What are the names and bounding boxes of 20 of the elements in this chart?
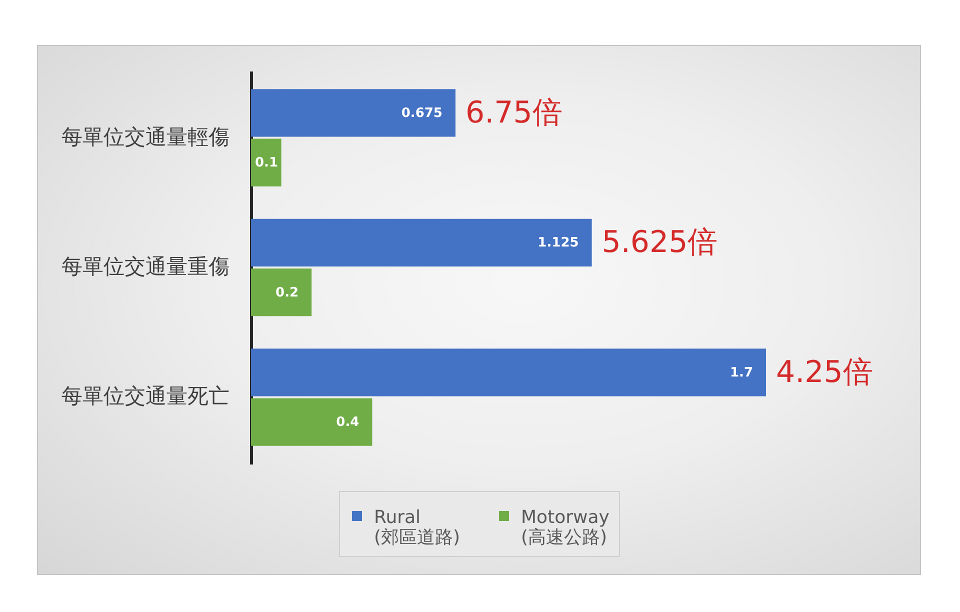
- bar: [251, 398, 372, 446]
- data-label: 0.675: [401, 106, 442, 121]
- data-label: 0.1: [255, 156, 278, 171]
- legend-label: Rural (郊區道路): [374, 507, 460, 548]
- annotation: 4.25倍: [776, 354, 873, 390]
- legend-label: Motorway (高速公路): [521, 507, 610, 548]
- data-label: 0.2: [276, 285, 299, 300]
- bar: [251, 138, 282, 186]
- data-label: 1.7: [730, 365, 753, 380]
- bar: [251, 268, 312, 316]
- y-tick-label: 每單位交通量死亡: [62, 384, 230, 408]
- y-tick-label: 每單位交通量重傷: [62, 254, 230, 278]
- bar: [251, 218, 592, 267]
- y-tick-label: 每單位交通量輕傷: [62, 124, 230, 149]
- annotation: 5.625倍: [602, 225, 718, 260]
- bar: [251, 89, 456, 137]
- bar: [251, 348, 766, 396]
- annotation: 6.75倍: [465, 95, 562, 130]
- data-label: 1.125: [538, 236, 579, 251]
- data-label: 0.4: [336, 415, 360, 430]
